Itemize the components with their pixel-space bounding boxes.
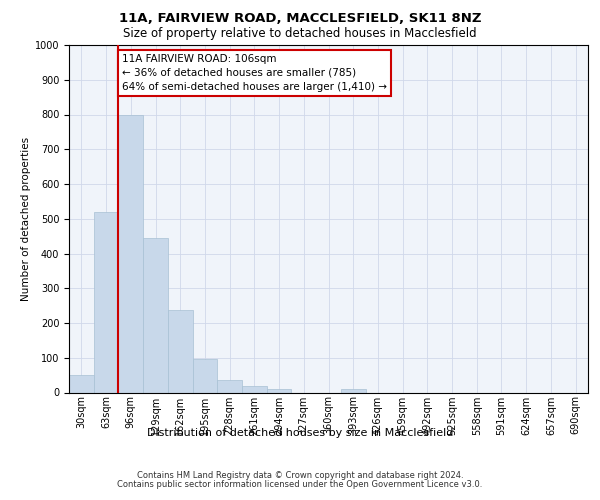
Bar: [267, 389, 292, 392]
Bar: [242, 386, 267, 392]
Bar: [168, 310, 193, 392]
Text: Size of property relative to detached houses in Macclesfield: Size of property relative to detached ho…: [123, 28, 477, 40]
Y-axis label: Number of detached properties: Number of detached properties: [20, 136, 31, 301]
Text: Distribution of detached houses by size in Macclesfield: Distribution of detached houses by size …: [147, 428, 453, 438]
Bar: [69, 375, 94, 392]
Bar: [94, 212, 118, 392]
Text: 11A, FAIRVIEW ROAD, MACCLESFIELD, SK11 8NZ: 11A, FAIRVIEW ROAD, MACCLESFIELD, SK11 8…: [119, 12, 481, 26]
Bar: [143, 238, 168, 392]
Bar: [118, 114, 143, 392]
Bar: [341, 389, 365, 392]
Text: Contains public sector information licensed under the Open Government Licence v3: Contains public sector information licen…: [118, 480, 482, 489]
Bar: [193, 359, 217, 392]
Text: Contains HM Land Registry data © Crown copyright and database right 2024.: Contains HM Land Registry data © Crown c…: [137, 471, 463, 480]
Text: 11A FAIRVIEW ROAD: 106sqm
← 36% of detached houses are smaller (785)
64% of semi: 11A FAIRVIEW ROAD: 106sqm ← 36% of detac…: [122, 54, 387, 92]
Bar: [217, 380, 242, 392]
